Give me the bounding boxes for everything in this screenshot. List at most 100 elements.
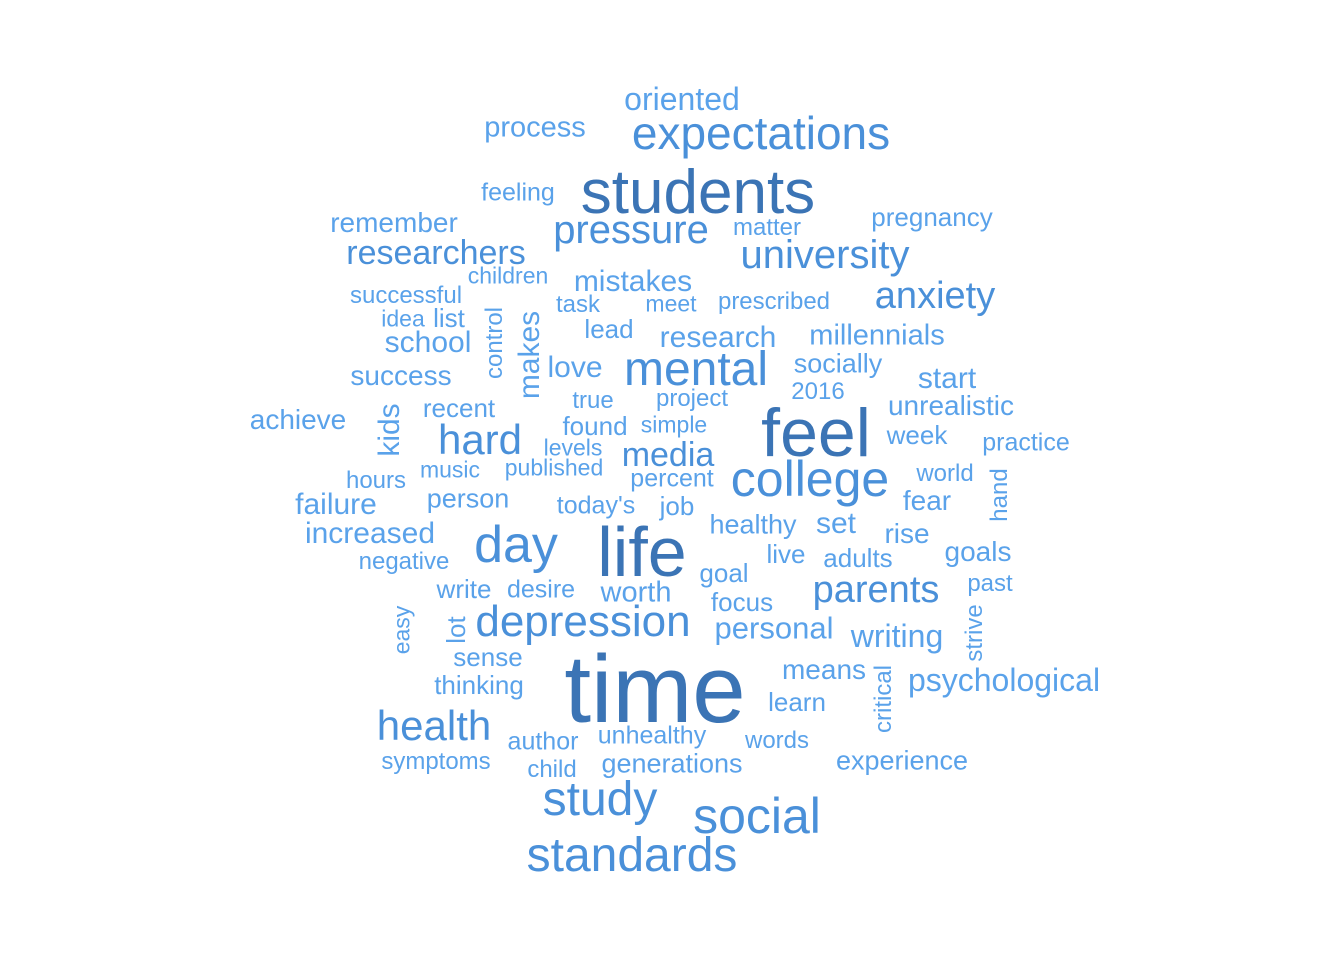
- word-list: list: [433, 303, 465, 333]
- word-live: live: [766, 539, 806, 569]
- word-feel: feel: [761, 395, 871, 471]
- word-research: research: [659, 321, 777, 354]
- word-achieve: achieve: [249, 404, 347, 435]
- word-meet: meet: [645, 290, 697, 317]
- word-hours: hours: [345, 467, 407, 494]
- word-2016: 2016: [791, 378, 845, 405]
- word-job: job: [659, 491, 695, 521]
- word-media: media: [621, 436, 715, 474]
- word-thinking: thinking: [434, 670, 524, 700]
- word-goal: goal: [699, 558, 749, 588]
- word-mistakes: mistakes: [573, 265, 693, 298]
- word-idea: idea: [381, 305, 425, 332]
- word-anxiety: anxiety: [874, 275, 996, 317]
- word-kids: kids: [373, 403, 406, 457]
- word-negative: negative: [358, 548, 450, 575]
- word-adults: adults: [823, 543, 893, 573]
- word-published: published: [504, 454, 604, 481]
- word-lot: lot: [441, 616, 471, 644]
- word-standards: standards: [526, 829, 738, 882]
- word-set: set: [815, 507, 857, 540]
- word-love: love: [547, 351, 603, 384]
- word-pressure: pressure: [553, 208, 709, 252]
- word-means: means: [781, 654, 867, 685]
- word-recent: recent: [422, 393, 496, 423]
- word-children: children: [467, 262, 549, 289]
- word-past: past: [967, 570, 1013, 597]
- word-social: social: [693, 788, 821, 844]
- word-depression: depression: [475, 597, 691, 646]
- word-fear: fear: [902, 485, 952, 516]
- word-person: person: [426, 483, 510, 514]
- word-failure: failure: [295, 488, 377, 521]
- word-life: life: [597, 513, 687, 591]
- word-focus: focus: [710, 587, 774, 617]
- word-levels: levels: [543, 434, 603, 461]
- word-symptoms: symptoms: [381, 748, 491, 775]
- word-strive: strive: [961, 604, 988, 662]
- word-school: school: [384, 326, 472, 359]
- word-hand: hand: [986, 468, 1013, 522]
- word-psychological: psychological: [907, 662, 1101, 698]
- word-easy: easy: [388, 605, 415, 655]
- word-goals: goals: [944, 536, 1012, 567]
- word-worth: worth: [600, 576, 672, 609]
- word-practice: practice: [982, 428, 1070, 457]
- word-day: day: [474, 516, 558, 574]
- word-world: world: [916, 460, 974, 487]
- word-remember: remember: [330, 207, 458, 238]
- word-pregnancy: pregnancy: [871, 202, 993, 232]
- word-experience: experience: [835, 745, 969, 776]
- word-hard: hard: [437, 416, 523, 463]
- word-students: students: [580, 158, 816, 227]
- word-feeling: feeling: [481, 178, 555, 207]
- word-percent: percent: [630, 464, 714, 493]
- word-critical: critical: [870, 664, 897, 734]
- word-todays: today's: [556, 491, 636, 520]
- word-unhealthy: unhealthy: [597, 721, 707, 750]
- word-rise: rise: [884, 518, 930, 549]
- word-lead: lead: [584, 314, 634, 344]
- word-desire: desire: [506, 575, 576, 604]
- word-health: health: [376, 702, 492, 749]
- word-control: control: [481, 306, 508, 380]
- word-true: true: [572, 387, 614, 414]
- word-project: project: [655, 385, 729, 412]
- word-start: start: [917, 362, 977, 395]
- word-parents: parents: [812, 569, 940, 611]
- word-music: music: [419, 456, 481, 483]
- word-makes: makes: [513, 310, 546, 400]
- word-university: university: [740, 233, 910, 277]
- word-study: study: [542, 773, 658, 826]
- word-write: write: [436, 574, 492, 604]
- word-simple: simple: [640, 411, 708, 438]
- word-increased: increased: [304, 517, 436, 550]
- word-matter: matter: [732, 214, 802, 241]
- word-time: time: [564, 636, 746, 743]
- word-sense: sense: [453, 642, 523, 672]
- word-successful: successful: [349, 282, 463, 309]
- word-personal: personal: [714, 610, 834, 646]
- word-generations: generations: [601, 748, 743, 779]
- word-oriented: oriented: [624, 81, 740, 117]
- word-child: child: [527, 756, 577, 783]
- word-learn: learn: [768, 687, 826, 717]
- word-college: college: [730, 451, 890, 507]
- word-mental: mental: [623, 343, 769, 396]
- word-socially: socially: [793, 348, 883, 379]
- word-words: words: [744, 727, 810, 754]
- word-author: author: [507, 727, 579, 756]
- word-healthy: healthy: [709, 509, 797, 540]
- word-prescribed: prescribed: [717, 288, 831, 315]
- word-millennials: millennials: [809, 319, 945, 352]
- word-success: success: [350, 360, 452, 391]
- word-found: found: [562, 411, 628, 441]
- word-writing: writing: [850, 618, 944, 654]
- word-unrealistic: unrealistic: [887, 390, 1015, 421]
- word-expectations: expectations: [631, 107, 891, 159]
- word-researchers: researchers: [346, 234, 526, 272]
- word-task: task: [555, 291, 601, 318]
- word-week: week: [886, 420, 948, 450]
- word-process: process: [484, 111, 586, 144]
